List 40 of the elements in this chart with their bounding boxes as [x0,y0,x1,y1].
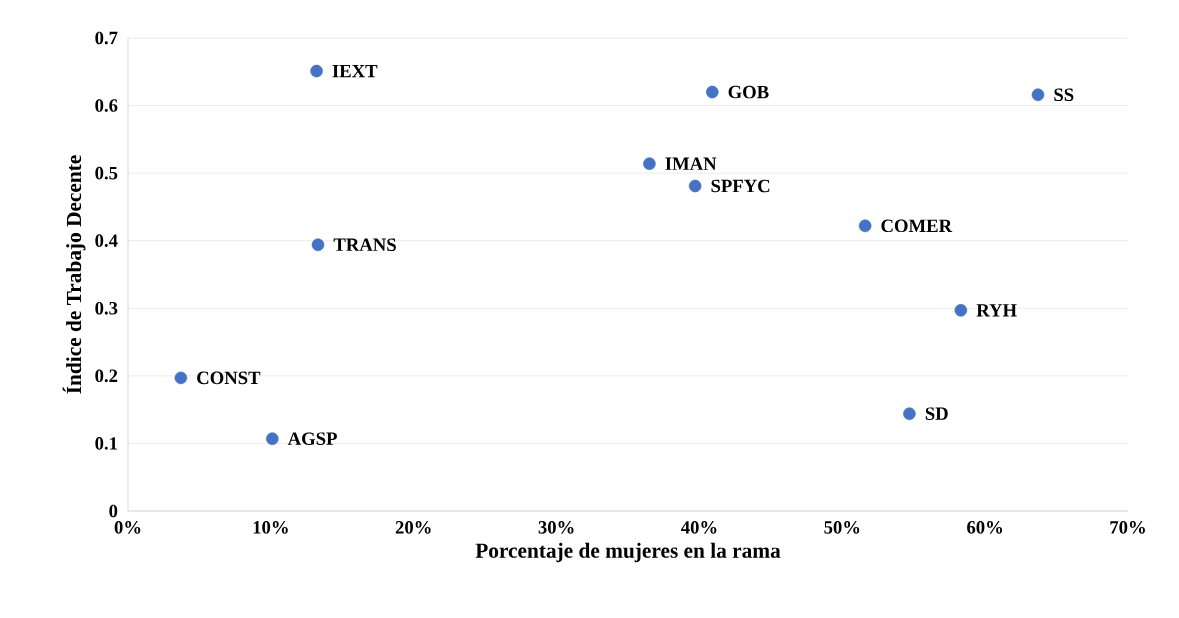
y-tick-label: 0.3 [95,301,118,315]
point [311,238,325,252]
annotation: TRANS [333,238,396,252]
x-tick-label: 30% [538,521,574,534]
x-tick-label: 20% [395,521,431,534]
point [310,64,323,78]
annotation: SS [1054,88,1074,102]
annotation: SPFYC [711,179,770,193]
point [858,219,872,233]
point [643,157,656,170]
annotation: CONST [197,371,261,385]
x-tick-label: 0% [114,521,141,534]
y-tick-label: 0.4 [95,234,118,248]
annotation: IMAN [665,157,717,170]
y-tick-label: 0.6 [95,99,118,112]
x-tick-label: 40% [681,521,717,534]
y-axis-title: Índice de Trabajo Decente [62,155,86,394]
point [1031,88,1045,102]
annotation: SD [925,407,948,420]
x-tick-label: 50% [824,521,860,534]
x-tick-label: 10% [253,521,288,534]
annotation: IEXT [332,64,378,78]
point [688,179,702,193]
y-tick-label: 0.7 [95,31,118,45]
point [706,85,719,99]
annotation: GOB [728,85,769,99]
annotation: RYH [976,304,1017,317]
y-tick-label: 0.1 [95,437,117,450]
point [954,304,968,317]
y-tick-label: 0.2 [95,369,118,383]
y-tick-label: 0 [109,504,118,518]
x-axis-title: Porcentaje de mujeres en la rama [475,542,781,563]
annotation: AGSP [287,432,337,445]
x-tick-label: 70% [1110,521,1145,534]
annotation: COMER [881,219,953,233]
y-tick-label: 0.5 [95,166,118,180]
x-tick-label: 60% [967,521,1003,534]
point [174,371,188,385]
point [266,432,279,445]
point [903,407,916,420]
